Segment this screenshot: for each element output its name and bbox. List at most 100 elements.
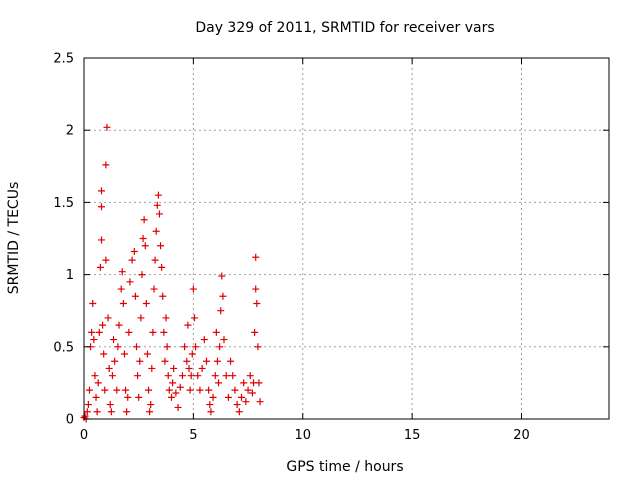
data-point — [101, 386, 109, 394]
data-point — [124, 393, 132, 401]
data-point — [186, 386, 194, 394]
data-point — [192, 343, 200, 351]
data-point — [233, 401, 241, 409]
data-point — [94, 379, 102, 387]
data-point — [126, 278, 134, 286]
data-point — [205, 386, 213, 394]
chart-title: Day 329 of 2011, SRMTID for receiver var… — [195, 20, 494, 36]
data-point — [211, 372, 219, 380]
data-point — [168, 393, 175, 401]
data-point — [146, 408, 154, 416]
data-point — [90, 336, 98, 344]
data-point — [106, 401, 114, 409]
data-point — [209, 393, 217, 401]
data-point — [183, 357, 191, 365]
data-point — [184, 321, 192, 329]
data-point — [161, 357, 169, 365]
data-point — [242, 398, 250, 406]
data-point — [145, 386, 153, 394]
x-tick-label: 20 — [513, 428, 530, 443]
data-point — [142, 299, 150, 307]
data-point — [164, 372, 172, 380]
data-point — [254, 343, 262, 351]
data-point — [149, 328, 157, 336]
data-point — [227, 357, 235, 365]
data-point — [130, 247, 138, 255]
data-point — [253, 299, 261, 307]
data-point — [95, 328, 103, 336]
data-point — [104, 314, 112, 322]
data-point — [99, 321, 107, 329]
data-point — [238, 393, 245, 401]
data-point — [255, 379, 263, 387]
data-point — [229, 372, 237, 380]
data-point — [98, 236, 105, 244]
data-point — [138, 271, 146, 279]
x-tick-label: 15 — [404, 428, 421, 443]
data-point — [147, 401, 155, 409]
data-point — [114, 343, 122, 351]
data-point — [216, 343, 224, 351]
data-point — [244, 386, 252, 394]
data-point — [235, 408, 243, 416]
data-point — [218, 272, 226, 280]
data-point — [213, 357, 221, 365]
data-point — [206, 401, 214, 409]
data-point — [160, 328, 168, 336]
data-point — [85, 386, 93, 394]
data-point — [133, 343, 140, 351]
data-point — [108, 372, 116, 380]
data-point — [170, 364, 178, 372]
data-point — [141, 242, 149, 250]
data-point — [176, 383, 184, 391]
data-point — [117, 285, 125, 293]
data-point — [212, 328, 220, 336]
data-point — [188, 350, 196, 358]
data-point — [137, 314, 145, 322]
data-point — [240, 379, 248, 387]
data-point — [252, 253, 260, 261]
data-point — [190, 314, 198, 322]
data-point — [224, 393, 232, 401]
data-point — [194, 372, 202, 380]
x-tick-label: 5 — [189, 428, 197, 443]
data-point — [203, 357, 210, 365]
data-point — [128, 256, 136, 264]
data-point — [91, 372, 99, 380]
data-point — [102, 256, 110, 264]
data-point — [140, 216, 148, 224]
data-point — [198, 364, 206, 372]
plot-frame — [83, 57, 610, 420]
data-point — [159, 292, 167, 300]
data-point — [150, 285, 158, 293]
data-point — [158, 263, 166, 271]
data-point — [217, 307, 225, 315]
data-point — [169, 379, 177, 387]
data-point — [154, 191, 162, 199]
data-point — [200, 336, 208, 344]
y-tick-label: 1 — [66, 268, 74, 283]
data-point — [220, 336, 228, 344]
data-point — [187, 372, 195, 380]
data-point — [251, 328, 259, 336]
data-point — [102, 161, 110, 169]
data-point — [219, 292, 227, 300]
data-point — [152, 227, 160, 235]
data-point — [248, 389, 256, 397]
data-point — [174, 403, 182, 411]
data-point — [119, 299, 127, 307]
data-point — [165, 386, 173, 394]
data-point — [136, 357, 144, 365]
data-point — [115, 321, 123, 329]
data-point — [231, 386, 239, 394]
grid-lines — [84, 58, 609, 419]
data-point — [148, 364, 156, 372]
data-point — [120, 350, 128, 358]
data-point — [96, 263, 104, 271]
data-point — [113, 386, 121, 394]
data-point — [131, 292, 139, 300]
x-tick-label: 10 — [294, 428, 311, 443]
y-tick-label: 0.5 — [53, 340, 74, 355]
data-point — [178, 372, 186, 380]
